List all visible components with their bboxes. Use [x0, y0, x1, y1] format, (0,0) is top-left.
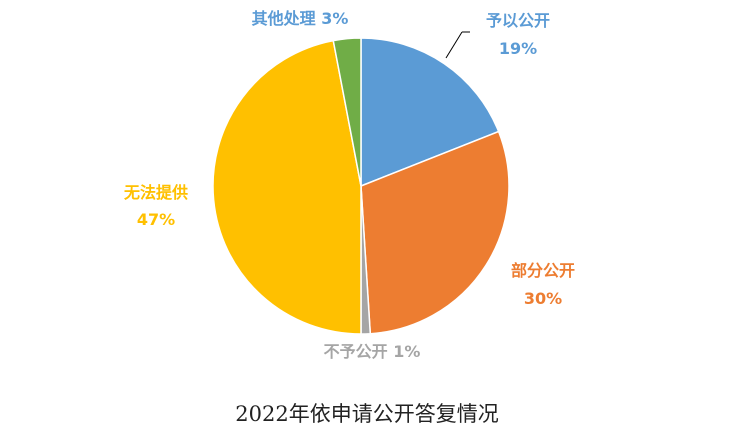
- label-wufa-value: 47%: [137, 210, 175, 229]
- label-buyu: 不予公开 1%: [324, 342, 421, 361]
- label-bufen-name: 部分公开: [511, 261, 575, 280]
- label-qita: 其他处理 3%: [252, 9, 349, 28]
- chart-title: 2022年依申请公开答复情况: [235, 402, 499, 426]
- pie-slice-1: [360, 130, 510, 335]
- label-bufen-value: 30%: [524, 289, 562, 308]
- label-yiyi-name: 予以公开: [486, 11, 550, 30]
- pie-slice-4: [332, 37, 362, 187]
- label-wufa-name: 无法提供: [123, 183, 188, 202]
- leader-line-yiyi: [445, 31, 463, 59]
- pie-slices: [212, 37, 510, 335]
- pie-slice-0: [360, 37, 500, 188]
- pie-slice-3: [212, 39, 362, 335]
- label-yiyi-value: 19%: [499, 39, 537, 58]
